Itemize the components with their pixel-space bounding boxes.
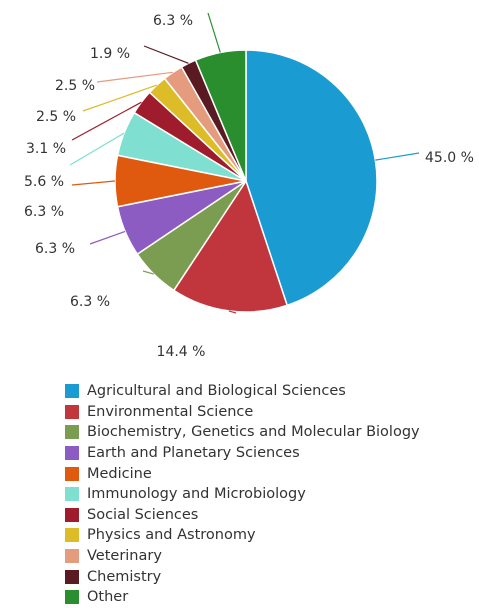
legend-label: Other (87, 589, 129, 606)
legend-swatch (65, 590, 79, 605)
slice-label-3: 6.3 % (35, 241, 75, 257)
leader-line-4 (71, 180, 116, 186)
legend-swatch (65, 404, 79, 419)
pie-slice-1[interactable] (172, 179, 289, 313)
legend-label: Immunology and Microbiology (87, 486, 306, 503)
legend-swatch (65, 384, 79, 399)
legend-item[interactable]: Physics and Astronomy (65, 525, 420, 546)
legend-swatch (65, 466, 79, 481)
legend-item[interactable]: Social Sciences (65, 505, 420, 526)
leader-line-1 (228, 310, 237, 314)
legend-label: Veterinary (87, 548, 162, 565)
slice-label-1: 14.4 % (157, 344, 206, 360)
leader-line-5 (69, 132, 125, 166)
leader-line-9 (143, 45, 189, 64)
slice-label-6: 3.1 % (26, 141, 66, 157)
leader-line-7 (82, 84, 157, 112)
pie-slice-10[interactable] (194, 49, 247, 182)
legend-swatch (65, 528, 79, 543)
leader-lines (69, 12, 420, 314)
legend-swatch (65, 425, 79, 440)
legend-item[interactable]: Earth and Planetary Sciences (65, 443, 420, 464)
legend-item[interactable]: Agricultural and Biological Sciences (65, 381, 420, 402)
legend-label: Earth and Planetary Sciences (87, 445, 300, 462)
pie-slice-0[interactable] (245, 49, 378, 307)
legend-swatch (65, 446, 79, 461)
legend-item[interactable]: Veterinary (65, 546, 420, 567)
slice-labels: 45.0 % 14.4 % 6.3 % 6.3 % 6.3 % 5.6 % 3.1 % 2.5… (24, 13, 474, 360)
pie-slices (114, 49, 378, 313)
legend-label: Physics and Astronomy (87, 527, 256, 544)
legend-item[interactable]: Medicine (65, 463, 420, 484)
legend: Agricultural and Biological Sciences Envi… (65, 381, 420, 608)
slice-label-10: 6.3 % (153, 13, 193, 29)
slice-label-5: 5.6 % (24, 174, 64, 190)
slice-label-7: 2.5 % (36, 109, 76, 125)
legend-label: Chemistry (87, 568, 162, 585)
legend-swatch (65, 569, 79, 584)
legend-label: Agricultural and Biological Sciences (87, 383, 346, 400)
legend-item[interactable]: Other (65, 587, 420, 608)
legend-item[interactable]: Chemistry (65, 566, 420, 587)
leader-line-0 (375, 152, 420, 161)
legend-label: Environmental Science (87, 403, 254, 420)
slice-label-0: 45.0 % (425, 150, 474, 166)
legend-item[interactable]: Environmental Science (65, 402, 420, 423)
legend-item[interactable]: Immunology and Microbiology (65, 484, 420, 505)
slice-label-2: 6.3 % (70, 294, 110, 310)
leader-line-8 (96, 71, 173, 83)
legend-swatch (65, 507, 79, 522)
slice-label-8: 2.5 % (55, 78, 95, 94)
leader-line-6 (71, 101, 142, 141)
leader-line-10 (207, 12, 221, 53)
legend-label: Medicine (87, 465, 152, 482)
pie-chart: 45.0 % 14.4 % 6.3 % 6.3 % 6.3 % 5.6 % 3.1 % 2.5… (24, 12, 474, 360)
leader-line-3 (89, 230, 126, 245)
legend-label: Social Sciences (87, 506, 199, 523)
legend-label: Biochemistry, Genetics and Molecular Bio… (87, 424, 420, 441)
leader-line-2 (142, 270, 154, 275)
slice-label-9: 1.9 % (90, 46, 130, 62)
legend-item[interactable]: Biochemistry, Genetics and Molecular Bio… (65, 422, 420, 443)
slice-label-4: 6.3 % (24, 204, 64, 220)
legend-swatch (65, 487, 79, 502)
legend-swatch (65, 549, 79, 564)
